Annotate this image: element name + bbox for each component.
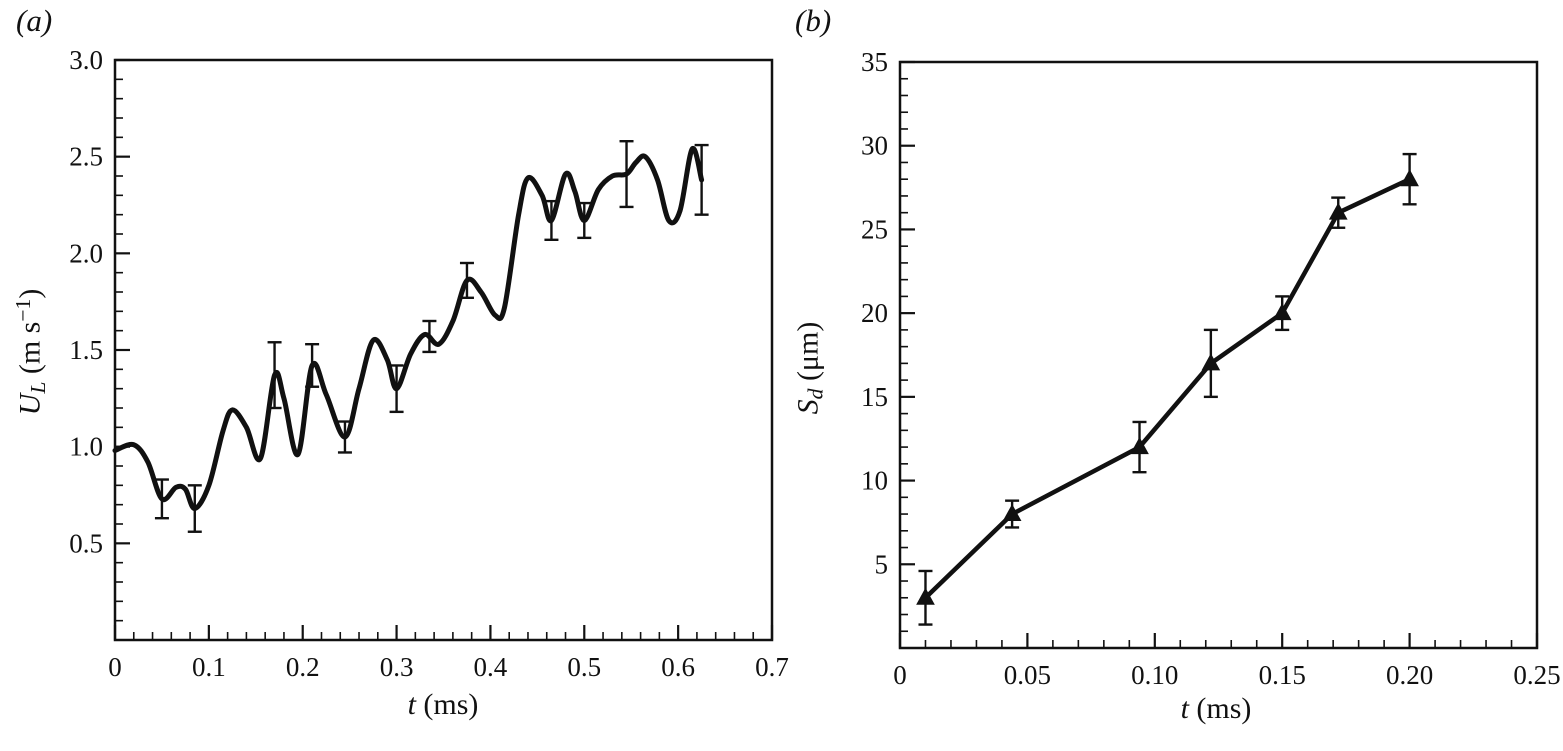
- tick-labels: 0 0.1 0.2 0.3 0.4 0.5 0.6 0.7 0.5 1.0 1.5 2.0 2.5 3.0: [69, 45, 789, 682]
- ylabel-b-symbol: S: [791, 399, 825, 415]
- ylabel-a-units-open: (m s: [13, 321, 47, 382]
- chart-a: 0 0.1 0.2 0.3 0.4 0.5 0.6 0.7 0.5 1.0 1.5 2.0 2.5 3.0: [69, 45, 789, 682]
- axis-ticks: [113, 58, 774, 641]
- triangle-marker: [1400, 169, 1419, 187]
- y-tick-label: 0.5: [69, 528, 103, 558]
- x-tick-label: 0.7: [755, 652, 789, 682]
- y-tick-label: 10: [861, 466, 888, 496]
- axis-frame: [898, 60, 1539, 650]
- xlabel-a-symbol: t: [407, 688, 416, 721]
- y-tick-label: 2.0: [69, 238, 103, 268]
- panel-b-ylabel: Sd (μm): [791, 322, 828, 415]
- y-tick-label: 35: [861, 47, 888, 77]
- ylabel-a-exponent: −1: [10, 298, 35, 322]
- panel-b-xlabel: t (ms): [1181, 692, 1252, 726]
- x-tick-label: 0: [893, 660, 907, 690]
- triangle-marker: [1002, 504, 1022, 522]
- y-tick-label: 1.0: [69, 432, 103, 462]
- x-tick-label: 0.10: [1131, 660, 1178, 690]
- x-tick-label: 0.20: [1386, 660, 1433, 690]
- axis-ticks: [898, 60, 1539, 649]
- panel-a-ylabel: UL (m s−1): [11, 289, 51, 416]
- ylabel-a-symbol: U: [13, 393, 47, 416]
- x-tick-label: 0.2: [286, 652, 320, 682]
- axis-frame: [113, 58, 774, 642]
- panel-b-letter: (b): [795, 3, 832, 38]
- y-tick-label: 1.5: [69, 335, 103, 365]
- tick-labels: 0 0.05 0.10 0.15 0.20 0.25 5 10 15 20 25 30 35: [861, 47, 1561, 690]
- panel-a-letter: (a): [16, 3, 53, 38]
- ylabel-b-subscript: d: [803, 388, 828, 400]
- x-tick-label: 0.4: [474, 652, 508, 682]
- series-line: [923, 176, 1412, 601]
- ylabel-a-subscript: L: [26, 381, 51, 394]
- xlabel-b-symbol: t: [1180, 692, 1189, 725]
- panel-a-xlabel: t (ms): [408, 688, 479, 722]
- xlabel-a-units: (ms): [415, 688, 479, 721]
- series-line: [112, 146, 705, 511]
- x-tick-label: 0: [108, 652, 122, 682]
- x-tick-label: 0.1: [192, 652, 226, 682]
- error-bars: [918, 152, 1417, 626]
- triangle-marker: [1130, 437, 1149, 455]
- x-tick-label: 0.6: [661, 652, 695, 682]
- x-tick-label: 0.3: [380, 652, 414, 682]
- triangle-marker: [916, 587, 935, 605]
- y-tick-label: 5: [875, 549, 889, 579]
- y-tick-label: 30: [861, 131, 888, 161]
- ylabel-b-units: (μm): [791, 321, 825, 389]
- triangle-marker: [1201, 353, 1221, 371]
- xlabel-b-units: (ms): [1188, 692, 1252, 725]
- chart-b: 0 0.05 0.10 0.15 0.20 0.25 5 10 15 20 25 30 35: [861, 47, 1561, 690]
- y-tick-label: 3.0: [69, 45, 103, 75]
- ylabel-a-units-close: ): [13, 288, 47, 299]
- y-tick-label: 25: [861, 214, 888, 244]
- y-tick-label: 15: [861, 382, 888, 412]
- y-tick-label: 2.5: [69, 142, 103, 172]
- series-markers: [916, 169, 1419, 605]
- x-tick-label: 0.15: [1259, 660, 1306, 690]
- triangle-marker: [1328, 202, 1348, 220]
- x-tick-label: 0.5: [567, 652, 601, 682]
- x-tick-label: 0.25: [1513, 660, 1560, 690]
- y-tick-label: 20: [861, 298, 888, 328]
- x-tick-label: 0.05: [1004, 660, 1051, 690]
- triangle-marker: [1272, 303, 1292, 321]
